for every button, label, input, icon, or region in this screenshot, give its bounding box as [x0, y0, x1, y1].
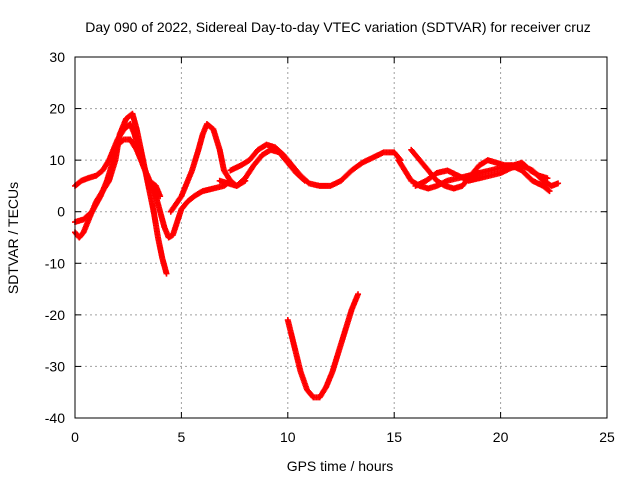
grid: [75, 57, 607, 418]
x-tick-label: 25: [599, 429, 615, 445]
y-tick-label: 30: [49, 49, 65, 65]
series-arc-c: [72, 136, 164, 226]
data-points: [72, 110, 562, 401]
data-point: [355, 291, 362, 298]
y-tick-label: -30: [45, 358, 65, 374]
data-point: [545, 187, 552, 194]
chart-title: Day 090 of 2022, Sidereal Day-to-day VTE…: [85, 19, 591, 35]
y-tick-label: -40: [45, 410, 65, 426]
x-tick-label: 15: [386, 429, 402, 445]
x-axis-title: GPS time / hours: [287, 458, 394, 474]
data-point: [301, 177, 308, 184]
y-tick-label: 20: [49, 101, 65, 117]
series-arc-g: [284, 291, 362, 401]
series-arc-f: [216, 146, 308, 189]
data-point: [163, 270, 170, 277]
series-arc-d: [167, 121, 249, 215]
x-tick-label: 0: [71, 429, 79, 445]
plot-frame: [74, 56, 608, 419]
x-tick-label: 10: [280, 429, 296, 445]
y-tick-label: 0: [57, 204, 65, 220]
x-tick-label: 20: [493, 429, 509, 445]
data-point: [546, 188, 553, 195]
data-point: [555, 180, 562, 187]
x-tick-label: 5: [178, 429, 186, 445]
y-axis-title: SDTVAR / TECUs: [5, 182, 21, 294]
y-tick-label: -10: [45, 255, 65, 271]
data-point: [157, 193, 164, 200]
y-tick-label: -20: [45, 307, 65, 323]
y-tick-label: 10: [49, 152, 65, 168]
data-point: [300, 176, 307, 183]
series-arc-j: [412, 162, 562, 189]
